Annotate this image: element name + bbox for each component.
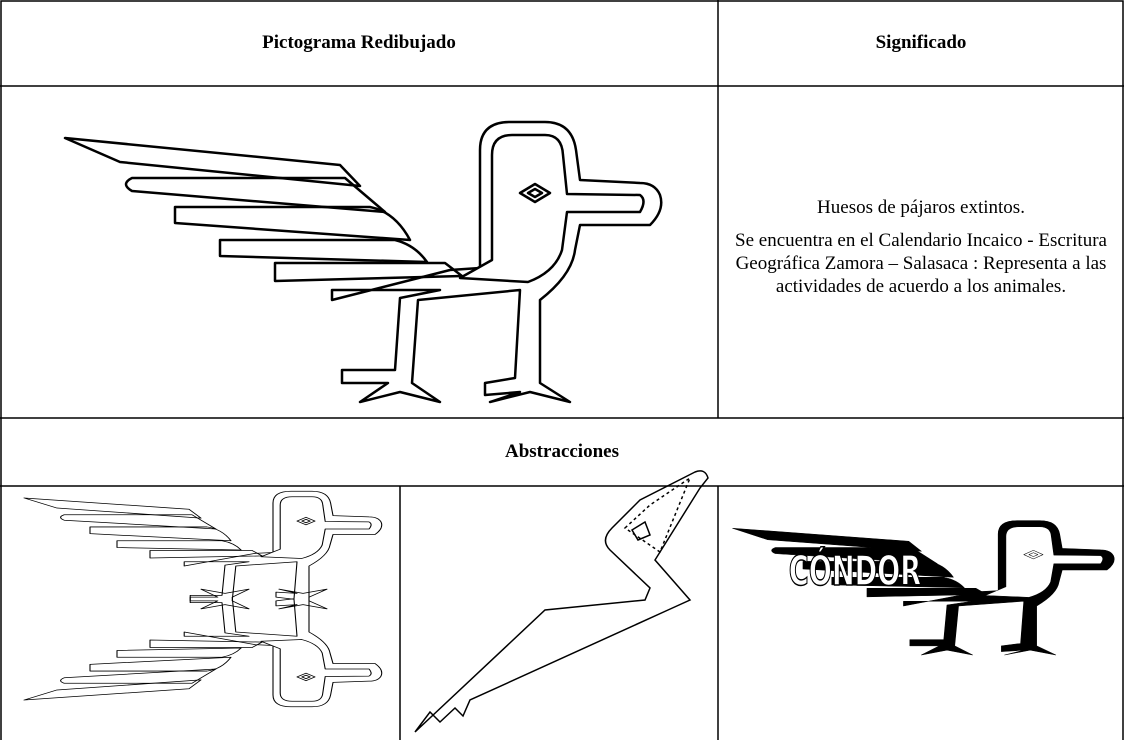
- condor-label: CÓNDOR: [789, 546, 921, 595]
- header-cell: Pictograma Redibujado: [262, 32, 456, 53]
- meaning-text: Huesos de pájaros extintos.: [817, 197, 1025, 218]
- abstraction-wing: [414, 470, 709, 733]
- section-title: Abstracciones: [505, 441, 619, 462]
- abstraction-bird-bottom: [23, 588, 383, 708]
- meaning-text: Se encuentra en el Calendario Incaico - …: [735, 230, 1107, 297]
- condor-pictogram: [63, 120, 663, 404]
- meaning-cell: Huesos de pájaros extintos. Se encuentra…: [728, 86, 1114, 418]
- header-cell: Significado: [875, 32, 967, 53]
- abstraction-bird-top: [23, 490, 383, 610]
